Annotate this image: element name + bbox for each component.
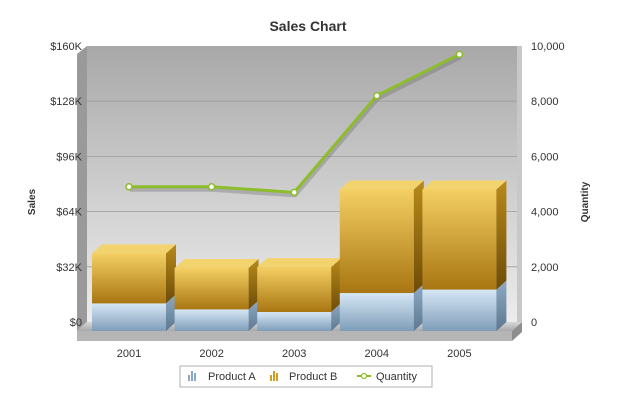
bar-product-a-2002[interactable] (174, 300, 259, 331)
legend: Product A Product B Quantity (179, 365, 433, 388)
bar-top (174, 259, 259, 269)
legend-marker-quantity (360, 372, 368, 380)
legend-swatch-product-a-3 (194, 373, 196, 381)
y-tick-label: $0 (70, 317, 82, 329)
bar-front (257, 267, 332, 313)
y-tick-label: $32K (56, 262, 82, 274)
bar-side (413, 180, 424, 294)
plot-floor-front (77, 331, 512, 341)
chart-title: Sales Chart (269, 18, 346, 34)
bar-product-b-2004[interactable] (339, 180, 424, 294)
plot-side-wall (77, 46, 87, 331)
bar-side (248, 259, 259, 310)
y2-tick-label: 10,000 (531, 41, 565, 53)
bar-front (92, 303, 166, 331)
bar-product-a-2004[interactable] (339, 284, 424, 331)
bar-front (422, 189, 497, 290)
y-tick-label: $64K (56, 207, 82, 219)
legend-label-product-b: Product B (289, 371, 337, 383)
y-axis-title: Sales (27, 188, 38, 215)
y-tick-label: $96K (56, 151, 82, 163)
quantity-line (125, 50, 464, 198)
bar-product-b-2003[interactable] (257, 258, 342, 313)
quantity-point-2003[interactable] (290, 188, 298, 197)
y2-tick-label: 0 (531, 317, 537, 329)
legend-swatch-product-a (188, 375, 190, 381)
y-tick-label: $128K (50, 96, 82, 108)
legend-label-quantity: Quantity (376, 371, 417, 383)
x-tick-label: 2002 (199, 348, 223, 360)
bar-top (257, 258, 342, 268)
bar-front (422, 289, 497, 331)
x-tick-label: 2005 (447, 348, 471, 360)
legend-swatch-product-b-2 (273, 371, 275, 381)
legend-swatch-product-b (270, 375, 272, 381)
bar-side (496, 280, 507, 331)
plot-right-wall (517, 46, 522, 322)
legend-item-product-a[interactable]: Product A (188, 371, 256, 383)
bar-front (174, 309, 249, 331)
legend-item-quantity[interactable]: Quantity (357, 371, 417, 383)
bar-product-a-2001[interactable] (92, 294, 176, 331)
legend-item-product-b[interactable]: Product B (270, 371, 337, 383)
bar-top (92, 244, 176, 254)
bar-product-b-2002[interactable] (174, 259, 259, 310)
bars (92, 180, 507, 331)
bar-front (257, 312, 332, 331)
bar-product-a-2003[interactable] (257, 303, 342, 331)
bar-front (174, 268, 249, 310)
bar-side (413, 284, 424, 331)
bar-top (422, 180, 507, 190)
quantity-point-2002[interactable] (207, 183, 216, 191)
y2-tick-label: 8,000 (531, 96, 559, 108)
quantity-point-2001[interactable] (125, 183, 133, 191)
x-tick-label: 2004 (365, 348, 389, 360)
y2-tick-label: 4,000 (531, 207, 559, 219)
y2-axis-title: Quantity (580, 181, 591, 222)
bar-product-b-2005[interactable] (422, 180, 507, 290)
plot-floor-edge (512, 322, 522, 341)
bar-side (331, 303, 342, 331)
bar-side (166, 244, 176, 304)
bar-front (339, 293, 414, 331)
y-tick-label: $160K (50, 41, 82, 53)
left-axis: $0 $32K $64K $96K $128K $160K (50, 41, 82, 329)
bar-side (166, 294, 176, 331)
bar-product-b-2001[interactable] (92, 244, 176, 304)
bar-side (248, 300, 259, 331)
bar-front (92, 253, 166, 304)
legend-box (179, 365, 433, 388)
bar-front (339, 189, 414, 294)
bar-side (496, 180, 507, 290)
y2-tick-label: 2,000 (531, 262, 559, 274)
x-axis: 2001 2002 2003 2004 2005 (117, 348, 472, 360)
y2-tick-label: 6,000 (531, 151, 559, 163)
quantity-point-2005[interactable] (455, 50, 464, 59)
legend-label-product-a: Product A (208, 371, 256, 383)
bar-top (339, 180, 424, 190)
right-axis: 0 2,000 4,000 6,000 8,000 10,000 (531, 41, 565, 329)
x-tick-label: 2001 (117, 348, 141, 360)
bar-product-a-2005[interactable] (422, 280, 507, 331)
quantity-point-2004[interactable] (373, 91, 381, 100)
x-tick-label: 2003 (282, 348, 306, 360)
legend-swatch-product-b-3 (276, 373, 278, 381)
bar-side (331, 258, 342, 313)
legend-swatch-product-a-2 (191, 371, 193, 381)
